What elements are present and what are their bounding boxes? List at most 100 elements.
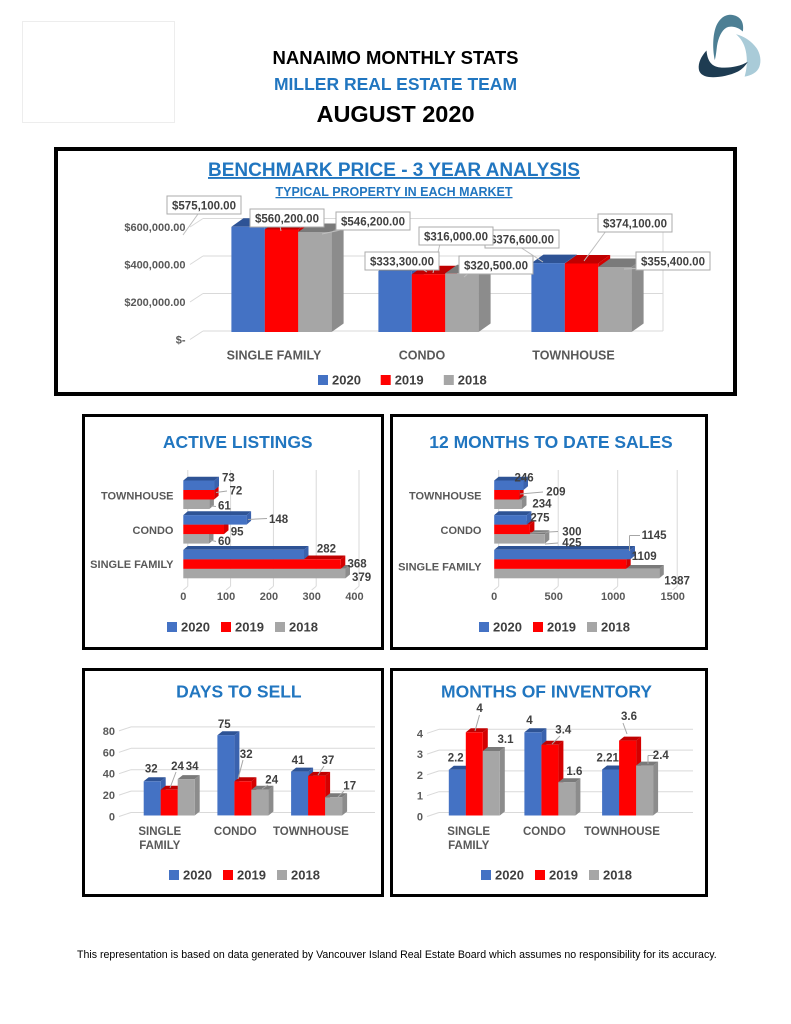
svg-text:2020: 2020 xyxy=(183,868,212,883)
svg-text:SINGLE: SINGLE xyxy=(138,826,181,838)
svg-text:209: 209 xyxy=(546,487,565,499)
svg-text:3.1: 3.1 xyxy=(498,734,515,746)
svg-text:368: 368 xyxy=(348,559,368,571)
svg-text:$376,600.00: $376,600.00 xyxy=(490,235,554,247)
svg-text:300: 300 xyxy=(303,591,321,603)
svg-text:1145: 1145 xyxy=(642,530,668,542)
svg-text:2020: 2020 xyxy=(332,373,361,388)
svg-text:2019: 2019 xyxy=(547,620,576,635)
svg-text:95: 95 xyxy=(231,527,244,539)
svg-text:TOWNHOUSE: TOWNHOUSE xyxy=(584,826,660,838)
svg-text:32: 32 xyxy=(240,749,253,761)
svg-text:2019: 2019 xyxy=(237,868,266,883)
svg-text:$200,000.00: $200,000.00 xyxy=(124,297,185,309)
svg-text:0: 0 xyxy=(180,591,186,603)
svg-text:2020: 2020 xyxy=(493,620,522,635)
svg-text:3.4: 3.4 xyxy=(555,725,572,737)
svg-text:34: 34 xyxy=(186,761,199,773)
svg-text:12 MONTHS TO DATE SALES: 12 MONTHS TO DATE SALES xyxy=(429,432,672,452)
svg-text:TOWNHOUSE: TOWNHOUSE xyxy=(101,491,174,503)
svg-text:SINGLE FAMILY: SINGLE FAMILY xyxy=(90,559,174,571)
svg-text:2019: 2019 xyxy=(235,620,264,635)
svg-text:379: 379 xyxy=(352,572,371,584)
svg-text:73: 73 xyxy=(222,473,235,485)
svg-text:80: 80 xyxy=(103,726,115,738)
svg-text:0: 0 xyxy=(417,812,423,824)
svg-text:2020: 2020 xyxy=(181,620,210,635)
svg-text:$400,000.00: $400,000.00 xyxy=(124,260,185,272)
svg-text:60: 60 xyxy=(103,747,115,759)
svg-text:20: 20 xyxy=(103,790,115,802)
svg-text:CONDO: CONDO xyxy=(133,525,174,537)
svg-text:$316,000.00: $316,000.00 xyxy=(424,232,488,244)
svg-text:500: 500 xyxy=(545,591,563,603)
svg-text:2018: 2018 xyxy=(601,620,630,635)
svg-text:24: 24 xyxy=(171,761,184,773)
svg-text:75: 75 xyxy=(218,719,231,731)
svg-text:200: 200 xyxy=(260,591,278,603)
svg-text:CONDO: CONDO xyxy=(214,826,257,838)
svg-text:2019: 2019 xyxy=(395,373,424,388)
svg-text:$-: $- xyxy=(176,335,186,347)
svg-text:$575,100.00: $575,100.00 xyxy=(172,201,236,213)
svg-text:$320,500.00: $320,500.00 xyxy=(464,261,528,273)
svg-text:32: 32 xyxy=(145,764,158,776)
svg-text:CONDO: CONDO xyxy=(523,826,566,838)
svg-text:SINGLE FAMILY: SINGLE FAMILY xyxy=(398,562,482,574)
svg-text:SINGLE: SINGLE xyxy=(447,826,490,838)
svg-text:282: 282 xyxy=(317,544,336,556)
svg-text:TOWNHOUSE: TOWNHOUSE xyxy=(532,349,614,363)
svg-text:60: 60 xyxy=(218,536,231,548)
svg-text:$560,200.00: $560,200.00 xyxy=(255,214,319,226)
svg-text:2018: 2018 xyxy=(289,620,318,635)
svg-text:148: 148 xyxy=(269,514,289,526)
svg-text:1387: 1387 xyxy=(664,576,690,588)
svg-text:300: 300 xyxy=(562,526,581,538)
svg-text:17: 17 xyxy=(343,780,356,792)
svg-text:2020: 2020 xyxy=(495,868,524,883)
svg-text:425: 425 xyxy=(562,538,582,550)
svg-text:234: 234 xyxy=(532,499,552,511)
svg-text:3.6: 3.6 xyxy=(621,711,637,723)
svg-text:$333,300.00: $333,300.00 xyxy=(370,257,434,269)
svg-text:FAMILY: FAMILY xyxy=(448,840,489,852)
svg-text:MONTHS OF INVENTORY: MONTHS OF INVENTORY xyxy=(441,682,652,702)
svg-text:SINGLE FAMILY: SINGLE FAMILY xyxy=(227,349,322,363)
svg-text:ACTIVE LISTINGS: ACTIVE LISTINGS xyxy=(163,432,313,452)
svg-text:$374,100.00: $374,100.00 xyxy=(603,219,667,231)
svg-text:1109: 1109 xyxy=(632,551,657,563)
svg-text:2.4: 2.4 xyxy=(653,750,670,762)
svg-text:3: 3 xyxy=(417,749,423,761)
svg-text:2018: 2018 xyxy=(458,373,487,388)
svg-text:100: 100 xyxy=(217,591,235,603)
svg-text:4: 4 xyxy=(417,728,424,740)
svg-text:1500: 1500 xyxy=(660,591,684,603)
svg-text:TOWNHOUSE: TOWNHOUSE xyxy=(409,491,482,503)
svg-text:$546,200.00: $546,200.00 xyxy=(341,217,405,229)
svg-text:275: 275 xyxy=(530,513,550,525)
svg-text:DAYS TO SELL: DAYS TO SELL xyxy=(176,682,302,702)
svg-text:1.6: 1.6 xyxy=(566,766,582,778)
svg-text:0: 0 xyxy=(109,812,115,824)
svg-text:2018: 2018 xyxy=(603,868,632,883)
svg-text:400: 400 xyxy=(345,591,363,603)
svg-text:2: 2 xyxy=(417,770,423,782)
svg-text:2019: 2019 xyxy=(549,868,578,883)
svg-text:2.21: 2.21 xyxy=(597,752,620,764)
svg-text:2.2: 2.2 xyxy=(448,752,464,764)
svg-text:TOWNHOUSE: TOWNHOUSE xyxy=(273,826,349,838)
svg-text:$600,000.00: $600,000.00 xyxy=(124,222,185,234)
svg-text:CONDO: CONDO xyxy=(441,525,482,537)
svg-text:37: 37 xyxy=(322,755,335,767)
svg-text:72: 72 xyxy=(230,486,243,498)
svg-text:2018: 2018 xyxy=(291,868,320,883)
svg-text:BENCHMARK PRICE - 3 YEAR ANALY: BENCHMARK PRICE - 3 YEAR ANALYSIS xyxy=(208,160,580,181)
svg-text:0: 0 xyxy=(491,591,497,603)
svg-text:TYPICAL PROPERTY IN EACH MARKE: TYPICAL PROPERTY IN EACH MARKET xyxy=(275,185,512,199)
svg-text:61: 61 xyxy=(218,501,231,513)
svg-text:1000: 1000 xyxy=(601,591,625,603)
svg-text:FAMILY: FAMILY xyxy=(139,840,180,852)
svg-text:246: 246 xyxy=(515,473,534,485)
svg-text:24: 24 xyxy=(265,775,278,787)
svg-text:CONDO: CONDO xyxy=(399,349,446,363)
